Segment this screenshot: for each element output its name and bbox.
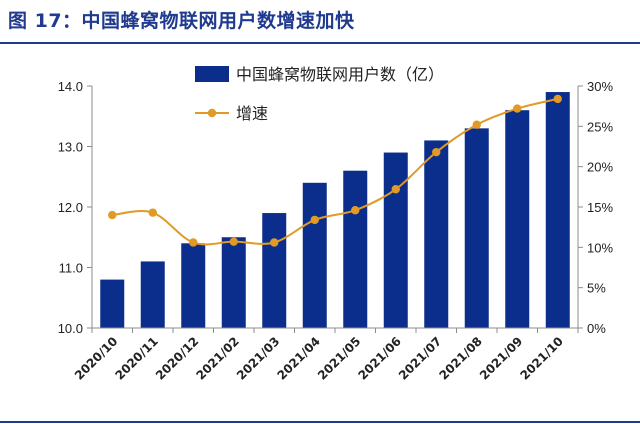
x-tick-label: 2020/12	[153, 334, 201, 382]
x-tick-label: 2020/11	[112, 334, 160, 382]
x-tick-label: 2021/03	[234, 334, 282, 382]
figure-title: 图 17：中国蜂窝物联网用户数增速加快	[8, 10, 355, 32]
right-tick-label: 20%	[587, 160, 613, 175]
growth-point	[513, 104, 522, 113]
left-tick-label: 12.0	[58, 200, 83, 215]
bar	[302, 182, 327, 328]
legend-line-marker	[207, 108, 217, 118]
growth-point	[391, 185, 400, 194]
bar	[545, 92, 570, 328]
growth-point	[270, 238, 279, 247]
left-tick-label: 11.0	[59, 261, 83, 276]
legend: 中国蜂窝物联网用户数（亿） 增速	[195, 65, 444, 123]
bar	[383, 152, 408, 328]
x-tick-label: 2021/06	[355, 334, 403, 382]
growth-point	[432, 147, 441, 157]
x-tick-label: 2021/09	[477, 334, 525, 382]
right-tick-label: 25%	[587, 119, 613, 134]
header-rule	[0, 42, 640, 44]
bar	[464, 128, 489, 328]
growth-point	[310, 215, 319, 225]
bar-series	[100, 92, 570, 328]
growth-point	[108, 210, 117, 220]
bar	[221, 237, 246, 328]
left-tick-label: 14.0	[58, 79, 83, 94]
legend-line-label: 增速	[236, 104, 268, 123]
legend-bar-label: 中国蜂窝物联网用户数（亿）	[236, 65, 444, 84]
bar	[505, 110, 530, 328]
growth-line-series	[108, 94, 562, 247]
left-tick-label: 10.0	[58, 321, 83, 336]
growth-point	[351, 206, 360, 215]
x-tick-label: 2021/02	[193, 334, 241, 382]
growth-point	[229, 237, 238, 246]
left-tick-label: 13.0	[58, 140, 83, 155]
bar	[181, 243, 206, 328]
bottom-rule	[0, 421, 640, 423]
axes: 10.0 11.0 12.0 13.0 14.0 0% 5% 10% 15% 20% 25% 30% 2…	[58, 79, 614, 383]
bar	[343, 170, 368, 328]
x-tick-label: 2020/10	[72, 334, 120, 382]
right-tick-label: 5%	[587, 281, 606, 296]
growth-point	[148, 208, 157, 217]
x-tick-label: 2021/07	[396, 334, 444, 382]
growth-point	[189, 238, 198, 247]
growth-point	[472, 120, 481, 129]
legend-bar-swatch	[195, 66, 229, 82]
growth-line	[112, 97, 558, 246]
bar	[424, 140, 449, 328]
bar	[100, 279, 125, 328]
x-tick-label: 2021/10	[517, 334, 565, 382]
right-tick-label: 0%	[587, 321, 606, 336]
right-tick-label: 10%	[587, 240, 613, 255]
x-tick-label: 2021/04	[274, 334, 322, 382]
bar	[140, 261, 165, 328]
right-tick-label: 15%	[587, 200, 613, 215]
figure-header: 图 17：中国蜂窝物联网用户数增速加快	[0, 0, 640, 44]
x-tick-label: 2021/08	[436, 334, 484, 382]
growth-point	[553, 94, 562, 104]
bar	[262, 213, 287, 328]
right-tick-label: 30%	[587, 79, 613, 94]
x-tick-label: 2021/05	[315, 334, 363, 382]
